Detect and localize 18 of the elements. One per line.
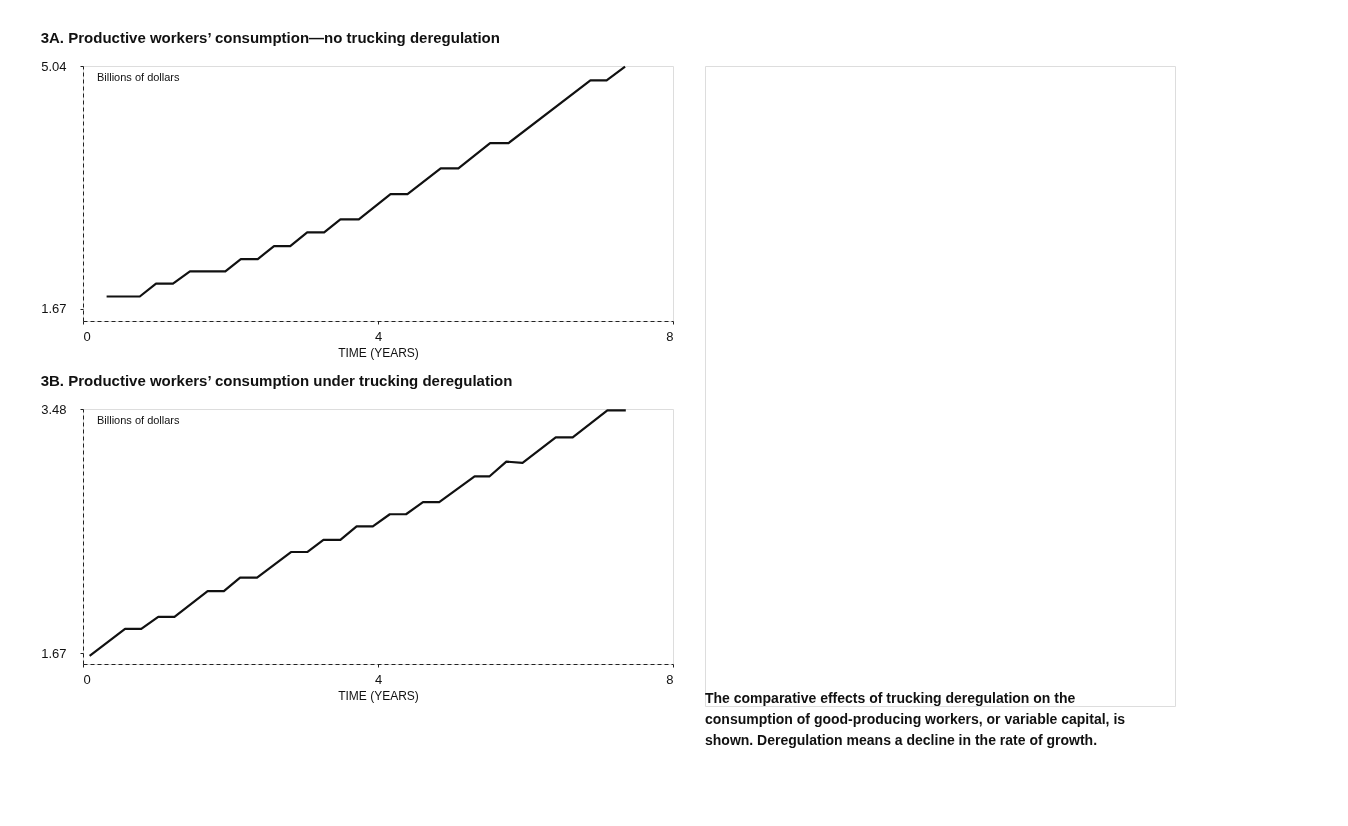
- y-axis-title: Billions of dollars: [97, 71, 181, 83]
- x-tick-label: 8: [666, 671, 674, 687]
- x-axis-title: TIME (YEARS): [338, 345, 419, 360]
- line-series: [88, 409, 627, 658]
- chart-title: 3A. Productive workers’ consumption—no trucking deregulation: [40, 29, 500, 46]
- text: The comparative effects of trucking deregulation on the consumption of good-producing workers, or variable capital, is shown. Deregulation means a decline in the rate of growth.: [705, 690, 1126, 748]
- x-tick-label: 4: [374, 671, 383, 687]
- x-tick-label: 4: [374, 328, 383, 344]
- x-tick-label: 0: [83, 328, 91, 344]
- x-axis-title: TIME (YEARS): [338, 688, 419, 703]
- y-tick-label: 3.48: [41, 401, 67, 417]
- chart-title: 3B. Productive workers’ consumption under trucking deregulation: [40, 372, 513, 389]
- y-tick-label: 5.04: [41, 58, 67, 74]
- y-tick-label: 1.67: [41, 645, 67, 661]
- x-tick-label: 0: [83, 671, 91, 687]
- y-tick-label: 1.67: [41, 301, 67, 317]
- x-tick-label: 8: [666, 328, 674, 344]
- y-axis-title: Billions of dollars: [97, 414, 181, 426]
